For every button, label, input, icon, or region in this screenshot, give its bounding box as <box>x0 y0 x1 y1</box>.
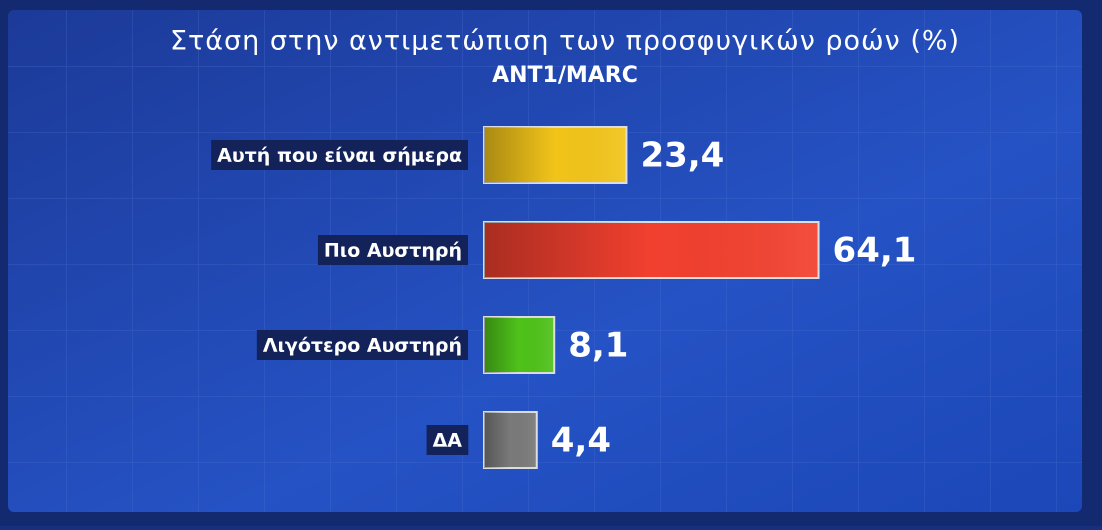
value-label: 23,4 <box>640 136 724 176</box>
category-label: Λιγότερο Αυστηρή <box>263 335 462 357</box>
value-label: 4,4 <box>551 421 611 461</box>
bar-shade <box>484 412 537 468</box>
bar-shade <box>484 317 555 373</box>
category-label-box <box>426 425 469 455</box>
value-label: 8,1 <box>568 326 628 366</box>
bar-shade <box>484 127 627 183</box>
value-label: 64,1 <box>833 231 917 271</box>
category-label: ΔΑ <box>433 430 463 452</box>
category-label-box <box>317 235 468 265</box>
category-label: Πιο Αυστηρή <box>324 240 462 262</box>
chart-title: Στάση στην αντιμετώπιση των προσφυγικών … <box>170 26 960 57</box>
chart-subtitle: ANT1/MARC <box>492 63 638 88</box>
bar-shade <box>484 222 819 278</box>
category-label-box <box>211 140 468 170</box>
category-label-box <box>256 330 468 360</box>
category-label: Αυτή που είναι σήμερα <box>217 145 462 167</box>
